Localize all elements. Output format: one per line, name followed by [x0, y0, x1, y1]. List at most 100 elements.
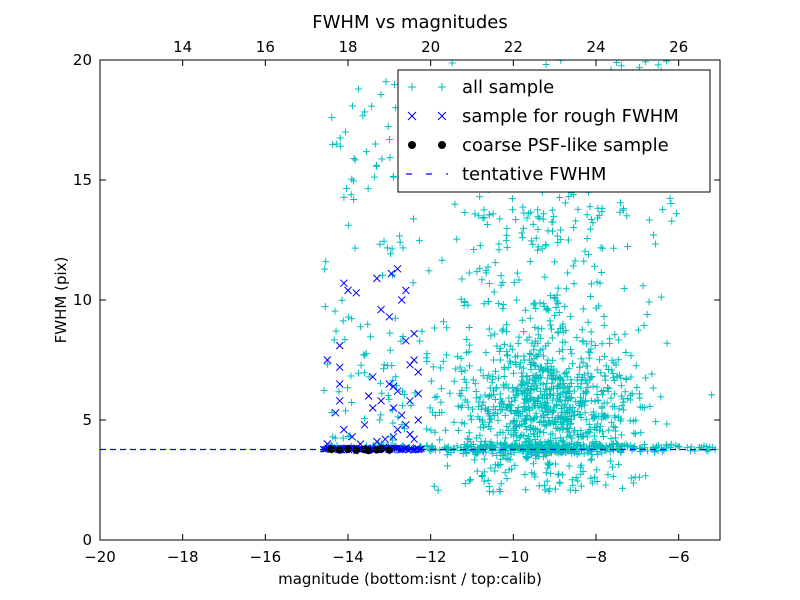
all-sample-point — [498, 327, 506, 335]
all-sample-point — [579, 338, 587, 346]
all-sample-point — [504, 402, 512, 410]
all-sample-point — [543, 421, 551, 429]
rough-fwhm-point — [335, 396, 344, 405]
all-sample-point — [586, 375, 594, 383]
all-sample-point — [577, 444, 585, 452]
all-sample-point — [362, 350, 370, 358]
all-sample-point — [611, 331, 619, 339]
rough-fwhm-point — [396, 446, 404, 454]
all-sample-point — [547, 430, 555, 438]
all-sample-point — [442, 351, 450, 359]
all-sample-point — [474, 413, 482, 421]
all-sample-point — [331, 307, 339, 315]
all-sample-point — [384, 362, 392, 370]
all-sample-point — [567, 379, 575, 387]
rough-fwhm-point — [393, 425, 402, 434]
all-sample-point — [507, 430, 515, 438]
all-sample-point — [534, 325, 542, 333]
top-tick-label: 22 — [504, 38, 523, 56]
all-sample-point — [392, 373, 400, 381]
all-sample-point — [568, 447, 576, 455]
all-sample-point — [446, 389, 454, 397]
rough-fwhm-point — [385, 312, 394, 321]
all-sample-point — [554, 389, 562, 397]
all-sample-point — [349, 177, 357, 185]
all-sample-point — [496, 215, 504, 223]
all-sample-point — [523, 447, 531, 455]
all-sample-point — [463, 336, 471, 344]
all-sample-point — [514, 412, 522, 420]
all-sample-point — [527, 208, 535, 216]
all-sample-point — [621, 330, 629, 338]
all-sample-point — [555, 373, 563, 381]
all-sample-point — [608, 418, 616, 426]
all-sample-point — [400, 391, 408, 399]
all-sample-point — [562, 285, 570, 293]
all-sample-point — [476, 242, 484, 250]
all-sample-point — [518, 442, 526, 450]
all-sample-point — [561, 302, 569, 310]
all-sample-point — [531, 425, 539, 433]
rough-fwhm-point — [373, 274, 381, 283]
all-sample-point — [502, 454, 510, 462]
all-sample-point — [473, 434, 481, 442]
all-sample-point — [673, 210, 681, 218]
all-sample-point — [468, 405, 476, 413]
all-sample-point — [473, 268, 481, 276]
all-sample-point — [614, 356, 622, 364]
all-sample-point — [695, 444, 703, 452]
all-sample-point — [330, 336, 338, 344]
all-sample-point — [579, 359, 587, 367]
all-sample-point — [616, 199, 624, 207]
all-sample-point — [587, 280, 595, 288]
all-sample-point — [649, 444, 657, 452]
all-sample-point — [383, 244, 391, 252]
all-sample-point — [554, 299, 562, 307]
all-sample-point — [646, 402, 654, 410]
all-sample-point — [416, 337, 424, 345]
all-sample-point — [652, 443, 660, 451]
all-sample-point — [341, 336, 349, 344]
all-sample-point — [477, 405, 485, 413]
all-sample-point — [448, 60, 456, 67]
all-sample-point — [604, 387, 612, 395]
all-sample-point — [368, 102, 376, 110]
all-sample-point — [514, 385, 522, 393]
all-sample-point — [473, 467, 481, 475]
x-tick-label: −6 — [668, 548, 690, 566]
rough-fwhm-point — [377, 305, 385, 314]
all-sample-point — [562, 393, 570, 401]
all-sample-point — [418, 327, 426, 335]
all-sample-point — [551, 294, 559, 302]
all-sample-point — [531, 399, 539, 407]
all-sample-point — [615, 405, 623, 413]
all-sample-point — [539, 215, 547, 223]
all-sample-point — [523, 426, 531, 434]
all-sample-point — [636, 444, 644, 452]
all-sample-point — [578, 403, 586, 411]
all-sample-point — [523, 385, 531, 393]
all-sample-point — [361, 415, 369, 423]
all-sample-point — [377, 91, 385, 99]
all-sample-point — [639, 282, 647, 290]
all-sample-point — [547, 469, 555, 477]
all-sample-point — [617, 415, 625, 423]
all-sample-point — [556, 383, 564, 391]
legend-marker-plus — [408, 83, 416, 91]
all-sample-point — [548, 325, 556, 333]
all-sample-point — [332, 327, 340, 335]
all-sample-point — [535, 214, 543, 222]
all-sample-point — [480, 468, 488, 476]
all-sample-point — [458, 401, 466, 409]
all-sample-point — [523, 411, 531, 419]
all-sample-point — [450, 418, 458, 426]
legend-label: sample for rough FWHM — [462, 106, 679, 127]
all-sample-point — [389, 419, 397, 427]
all-sample-point — [599, 387, 607, 395]
all-sample-point — [464, 403, 472, 411]
all-sample-point — [482, 267, 490, 275]
all-sample-point — [518, 381, 526, 389]
all-sample-point — [344, 221, 352, 229]
all-sample-point — [486, 415, 494, 423]
